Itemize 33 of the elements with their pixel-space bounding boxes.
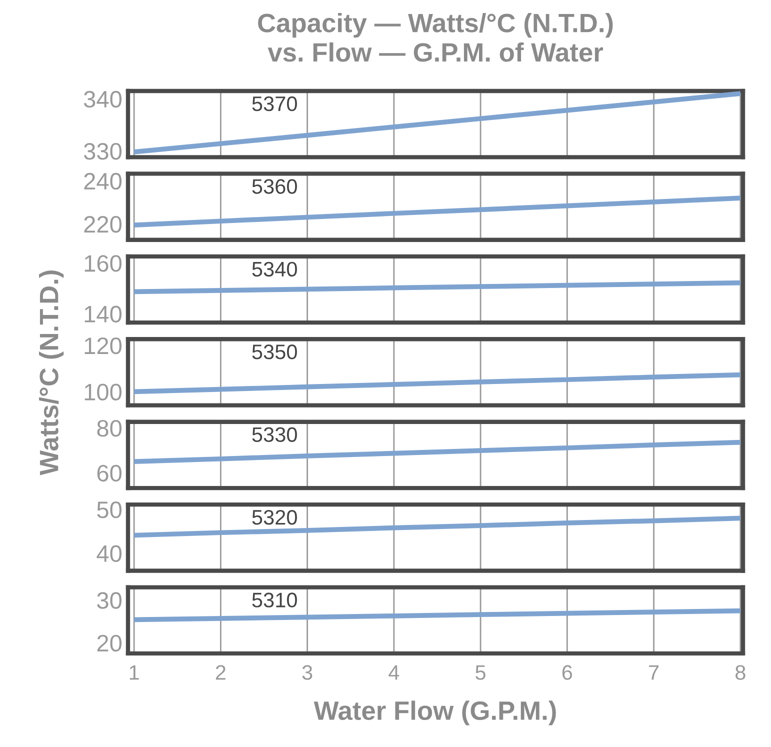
y-tick-label: 120	[84, 337, 122, 354]
y-tick-label: 240	[84, 172, 122, 190]
y-tick-label: 100	[84, 384, 122, 400]
series-label: 5340	[252, 262, 297, 277]
y-axis-title: Watts/°C (N.T.D.)	[39, 270, 64, 476]
x-tick-label: 3	[302, 665, 312, 680]
x-tick-label: 2	[216, 665, 226, 680]
y-tick-label: 140	[84, 306, 122, 323]
series-label: 5360	[252, 179, 297, 194]
x-tick-label: 4	[388, 665, 400, 680]
y-tick-label: 30	[97, 592, 122, 609]
y-tick-label: 20	[97, 634, 122, 652]
y-tick-label: 40	[96, 545, 122, 562]
series-label: 5320	[252, 510, 297, 525]
y-tick-label: 80	[97, 420, 122, 437]
x-tick-label: 1	[130, 665, 139, 680]
y-tick-label: 330	[84, 142, 122, 160]
x-tick-label: 5	[476, 665, 486, 680]
y-tick-label: 160	[84, 255, 122, 272]
chart-title: Capacity — Watts/°C (N.T.D.) vs. Flow — G.P.M. of Water	[258, 13, 613, 62]
y-tick-label: 340	[84, 90, 122, 108]
series-label: 5370	[252, 96, 297, 112]
x-axis-title: Water Flow (G.P.M.)	[314, 700, 556, 726]
y-tick-label: 60	[97, 464, 122, 482]
y-tick-label: 50	[97, 501, 122, 518]
x-tick-label: 6	[562, 665, 572, 680]
series-label: 5330	[252, 427, 297, 442]
y-tick-label: 220	[84, 216, 122, 233]
x-tick-label: 8	[736, 665, 746, 680]
line-series	[132, 91, 743, 154]
series-label: 5350	[252, 344, 297, 360]
x-tick-label: 7	[649, 665, 659, 680]
series-label: 5310	[252, 592, 297, 608]
